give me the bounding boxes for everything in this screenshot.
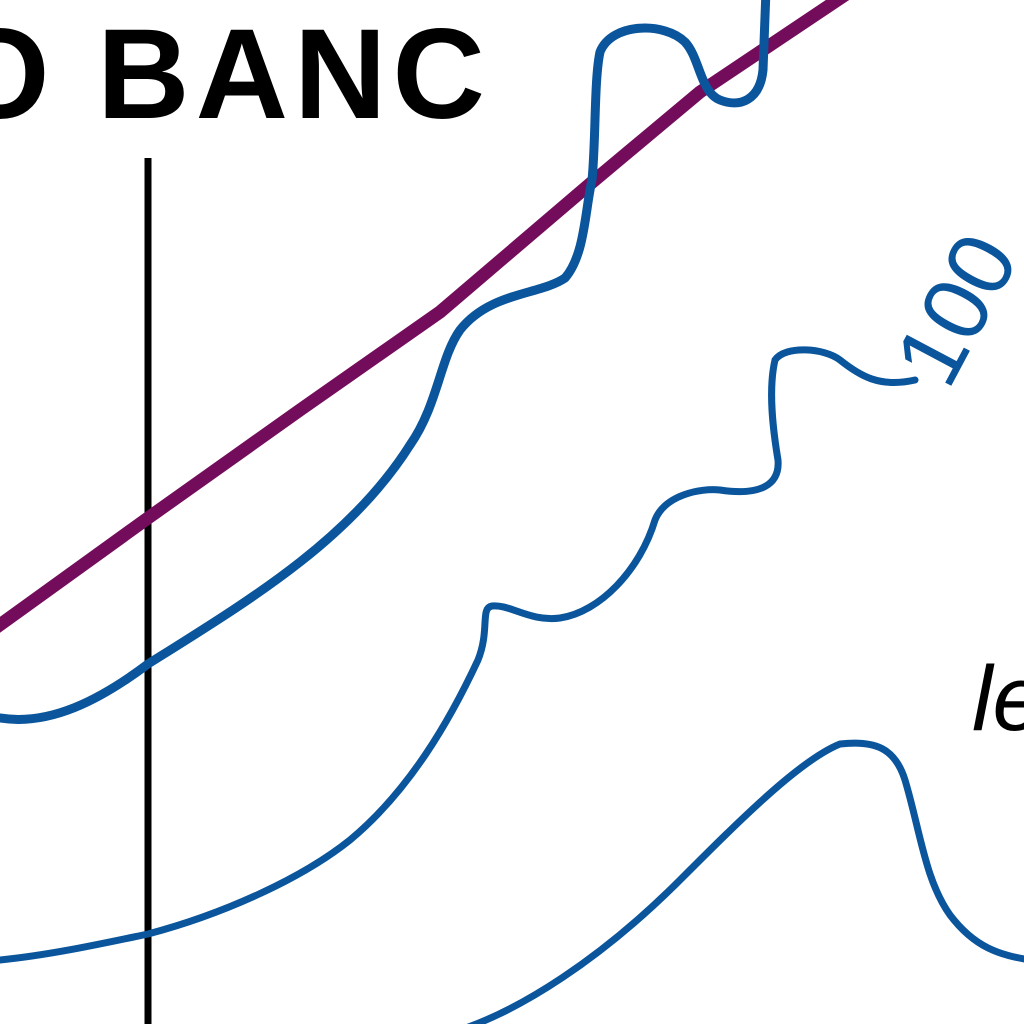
place-label-fragment: le bbox=[972, 648, 1024, 750]
contour-line-1 bbox=[0, 0, 771, 724]
boundary-line bbox=[0, 0, 850, 633]
contour-line-2 bbox=[0, 346, 919, 964]
depth-label: 100 bbox=[876, 218, 1024, 401]
region-label: O BANC bbox=[0, 3, 491, 146]
contour-line-3 bbox=[466, 739, 1024, 1024]
